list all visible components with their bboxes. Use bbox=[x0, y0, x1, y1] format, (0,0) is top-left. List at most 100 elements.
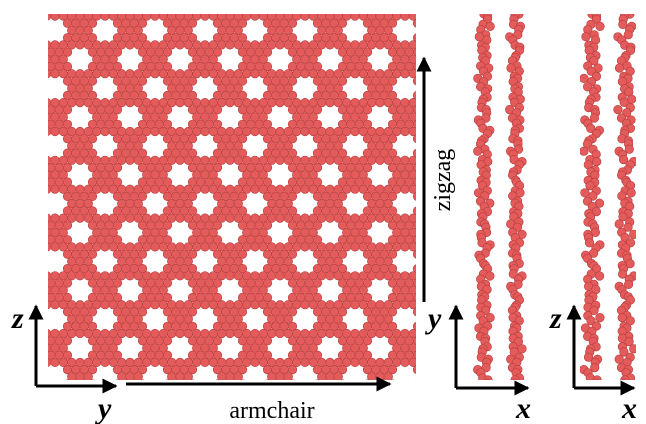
atom bbox=[518, 345, 527, 354]
atom bbox=[582, 33, 591, 42]
atom bbox=[226, 41, 235, 50]
atom bbox=[247, 5, 256, 14]
atom bbox=[155, 5, 164, 14]
atom bbox=[201, 69, 210, 78]
atom bbox=[251, 69, 260, 78]
direction-label: zigzag bbox=[430, 149, 456, 212]
atom bbox=[38, 250, 47, 259]
atom bbox=[401, 69, 410, 78]
atom bbox=[621, 379, 630, 388]
atom bbox=[126, 156, 135, 165]
atom bbox=[88, 5, 97, 14]
atom bbox=[326, 98, 335, 107]
atom bbox=[313, 5, 322, 14]
atom bbox=[596, 313, 605, 322]
atom bbox=[151, 358, 160, 367]
atom bbox=[42, 185, 51, 194]
atom bbox=[473, 147, 482, 156]
atom bbox=[55, 5, 64, 14]
atom bbox=[38, 134, 47, 143]
atom bbox=[51, 358, 60, 367]
atom bbox=[301, 243, 310, 252]
atom bbox=[76, 214, 85, 223]
atom bbox=[201, 300, 210, 309]
atom bbox=[376, 156, 385, 165]
atom bbox=[614, 105, 623, 114]
atom bbox=[301, 300, 310, 309]
atom bbox=[126, 98, 135, 107]
atom bbox=[76, 272, 85, 281]
atom bbox=[76, 156, 85, 165]
atom bbox=[276, 41, 285, 50]
atom bbox=[618, 313, 627, 322]
atom bbox=[615, 355, 624, 364]
atom bbox=[38, 149, 47, 158]
atom bbox=[38, 33, 47, 42]
direction-label: armchair bbox=[229, 398, 314, 424]
atom bbox=[176, 272, 185, 281]
atom bbox=[355, 5, 364, 14]
atom bbox=[42, 300, 51, 309]
atom bbox=[486, 272, 495, 281]
atom bbox=[413, 308, 422, 317]
atom bbox=[38, 120, 47, 129]
atom bbox=[326, 41, 335, 50]
atom bbox=[176, 329, 185, 338]
atom bbox=[417, 315, 426, 324]
atom bbox=[151, 243, 160, 252]
atom bbox=[326, 214, 335, 223]
atom bbox=[38, 19, 47, 28]
atom bbox=[507, 64, 516, 73]
top-view-atoms bbox=[38, 5, 426, 389]
atom bbox=[288, 5, 297, 14]
atom bbox=[38, 337, 47, 346]
atom bbox=[615, 220, 624, 229]
atom bbox=[413, 365, 422, 374]
atom bbox=[51, 243, 60, 252]
atom bbox=[305, 5, 314, 14]
side-view-atoms bbox=[473, 10, 526, 388]
atom bbox=[301, 185, 310, 194]
atom bbox=[592, 157, 601, 166]
atom bbox=[38, 5, 47, 14]
atom bbox=[38, 192, 47, 201]
atom bbox=[409, 358, 418, 367]
atom bbox=[409, 127, 418, 136]
atom bbox=[409, 300, 418, 309]
atom bbox=[276, 329, 285, 338]
atom bbox=[38, 207, 47, 216]
atom bbox=[201, 185, 210, 194]
atom bbox=[301, 69, 310, 78]
atom bbox=[351, 69, 360, 78]
atom bbox=[163, 5, 172, 14]
atom bbox=[255, 5, 264, 14]
atom bbox=[226, 214, 235, 223]
atom bbox=[580, 147, 589, 156]
atom bbox=[176, 156, 185, 165]
atom bbox=[38, 279, 47, 288]
atom bbox=[113, 5, 122, 14]
atom bbox=[376, 41, 385, 50]
atom bbox=[101, 127, 110, 136]
atom bbox=[51, 127, 60, 136]
atom bbox=[151, 300, 160, 309]
atom bbox=[401, 243, 410, 252]
atom bbox=[47, 5, 56, 14]
atom bbox=[486, 22, 495, 31]
atom bbox=[201, 12, 210, 21]
atom bbox=[351, 185, 360, 194]
side-view-atoms bbox=[580, 10, 638, 388]
atom bbox=[347, 5, 356, 14]
atom bbox=[251, 185, 260, 194]
atom bbox=[138, 5, 147, 14]
atom bbox=[351, 12, 360, 21]
atom bbox=[409, 12, 418, 21]
atom bbox=[51, 69, 60, 78]
atom bbox=[413, 5, 422, 14]
atom bbox=[413, 380, 422, 389]
atom bbox=[176, 214, 185, 223]
atom bbox=[413, 134, 422, 143]
atom bbox=[417, 373, 426, 382]
atom bbox=[417, 329, 426, 338]
atom bbox=[363, 5, 372, 14]
